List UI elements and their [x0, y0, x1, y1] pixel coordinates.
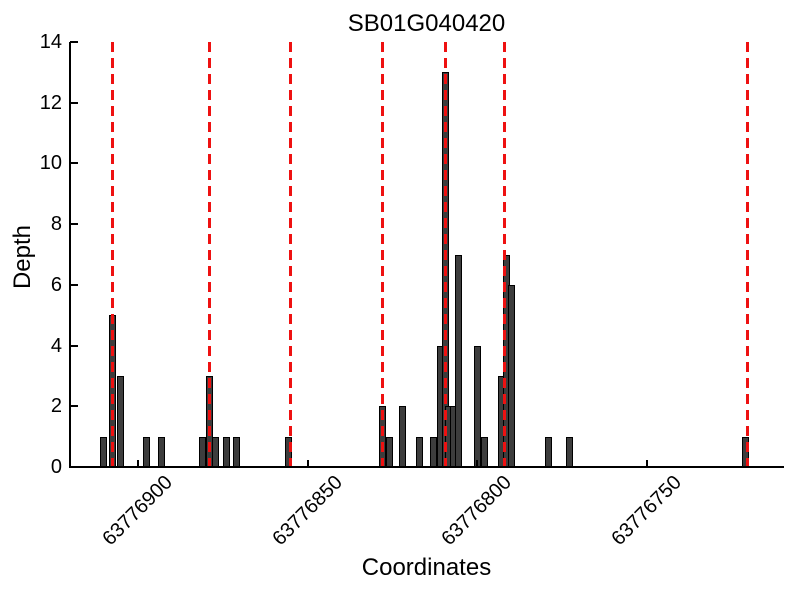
depth-bar — [507, 284, 515, 467]
x-axis-spine — [69, 466, 784, 468]
y-tick — [70, 405, 78, 408]
x-tick-label: 63776800 — [437, 471, 517, 550]
chart-title: SB01G040420 — [347, 10, 506, 37]
y-tick-label: 4 — [50, 334, 62, 357]
depth-bar — [142, 436, 150, 467]
y-tick-label: 2 — [50, 395, 62, 418]
depth-bar — [480, 436, 488, 467]
marker-dashed-line — [503, 42, 507, 467]
y-tick — [70, 283, 78, 286]
y-tick-label: 0 — [50, 456, 62, 478]
depth-bar — [455, 254, 463, 467]
marker-dashed-line — [745, 42, 749, 467]
depth-bar — [545, 436, 553, 467]
depth-bar — [117, 375, 125, 467]
y-tick-label: 6 — [50, 273, 62, 296]
y-tick — [70, 466, 78, 468]
marker-dashed-line — [380, 42, 384, 467]
marker-dashed-line — [289, 42, 293, 467]
x-tick — [306, 460, 309, 467]
depth-bar — [100, 436, 108, 467]
x-tick-label: 63776850 — [268, 471, 347, 550]
x-tick-label: 63776750 — [607, 471, 687, 550]
depth-bar — [399, 406, 407, 467]
depth-bar — [158, 436, 166, 467]
y-tick-label: 12 — [39, 91, 62, 114]
depth-bar — [416, 436, 424, 467]
marker-dashed-line — [110, 42, 114, 467]
depth-bar — [565, 436, 573, 467]
y-tick-label: 8 — [50, 213, 62, 236]
y-tick — [70, 101, 78, 104]
x-tick — [476, 460, 479, 467]
x-tick — [646, 460, 649, 467]
x-axis-label: Coordinates — [361, 554, 492, 581]
x-tick-label: 63776900 — [98, 471, 177, 550]
y-tick-label: 10 — [39, 152, 62, 175]
y-tick — [70, 223, 78, 226]
y-axis-spine — [69, 42, 71, 468]
depth-bar — [385, 436, 393, 467]
y-tick — [70, 162, 78, 165]
x-tick — [136, 460, 139, 467]
y-tick — [70, 41, 78, 43]
marker-dashed-line — [443, 42, 447, 467]
marker-dashed-line — [207, 42, 211, 467]
depth-bar — [212, 436, 220, 467]
y-tick-label: 14 — [39, 31, 62, 53]
y-tick — [70, 344, 78, 347]
depth-bar — [232, 436, 240, 467]
depth-bar — [222, 436, 230, 467]
